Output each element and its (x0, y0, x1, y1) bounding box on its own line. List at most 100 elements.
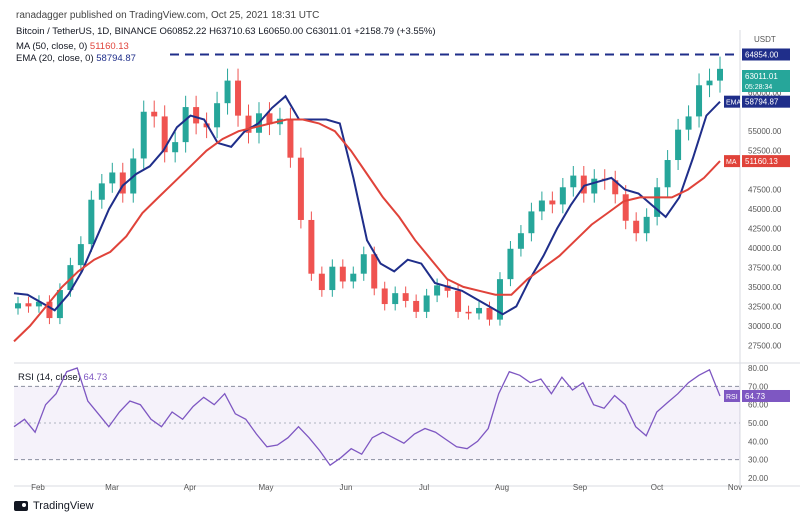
countdown-label: 05:28:34 (745, 84, 772, 91)
candle-body (25, 303, 32, 307)
last-price-label: 63011.01 (745, 72, 778, 81)
candle-body (612, 180, 619, 195)
open-value: O60852.22 (159, 26, 207, 37)
price-tick-label: 40000.00 (748, 244, 782, 253)
candle-body (486, 307, 493, 320)
rsi-tick-label: 30.00 (748, 456, 769, 465)
ohlc-legend: Bitcoin / TetherUS, 1D, BINANCE O60852.2… (16, 26, 436, 37)
rsi-tick-label: 40.00 (748, 437, 769, 446)
ma-line (13, 118, 721, 343)
resistance-price-tag (742, 48, 790, 61)
ma-legend-value: 51160.13 (89, 41, 129, 52)
time-tick-label: Aug (495, 483, 509, 492)
candle-body (654, 187, 661, 217)
rsi-label: RSI (14, close) (18, 372, 81, 383)
candle-body (496, 279, 503, 320)
currency-label: USDT (754, 35, 776, 44)
ema-name-tag (724, 95, 740, 108)
candle-body (214, 103, 221, 128)
candle-body (360, 254, 367, 274)
candle-body (591, 178, 598, 194)
ema-name-label: EMA (726, 100, 742, 107)
candle-body (517, 233, 524, 249)
candle-body (696, 85, 703, 117)
candle-body (297, 157, 304, 220)
candle-body (77, 244, 84, 266)
rsi-tick-label: 80.00 (748, 364, 769, 373)
candle-body (476, 307, 483, 314)
rsi-band (14, 386, 740, 460)
candle-body (329, 266, 336, 291)
price-tick-label: 55000.00 (748, 127, 782, 136)
candle-body (685, 116, 692, 130)
candle-body (182, 107, 189, 143)
symbol-label: Bitcoin / TetherUS, 1D, BINANCE (16, 26, 157, 37)
close-value: C63011.01 (305, 26, 352, 37)
price-tick-label: 37500.00 (748, 263, 782, 272)
rsi-name-label: RSI (726, 394, 738, 401)
candle-body (643, 216, 650, 234)
time-tick-label: Sep (573, 483, 588, 492)
candle-body (717, 68, 723, 81)
footer-brand[interactable]: TradingView (14, 500, 94, 512)
candle-body (444, 285, 451, 291)
time-tick-label: Nov (728, 483, 742, 492)
price-tick-label: 45000.00 (748, 205, 782, 214)
ma-value-tag (742, 155, 790, 168)
candle-body (423, 295, 430, 312)
ema-line (13, 94, 721, 316)
candle-body (392, 293, 399, 305)
candle-body (381, 288, 388, 305)
resistance-price-label: 64854.00 (745, 50, 779, 59)
price-tick-label: 32500.00 (748, 302, 782, 311)
ma-name-label: MA (726, 159, 737, 166)
low-value: L60650.00 (258, 26, 304, 37)
candle-body (235, 80, 242, 116)
rsi-name-tag (724, 389, 740, 402)
candle-body (455, 290, 462, 312)
candle-body (35, 301, 42, 307)
candle-body (549, 200, 556, 205)
candle-body (318, 273, 325, 291)
price-tick-label: 30000.00 (748, 322, 782, 331)
time-tick-label: Feb (31, 483, 45, 492)
candle-body (88, 199, 95, 245)
candle-body (633, 220, 640, 234)
candle-body (706, 80, 713, 86)
candle-body (287, 118, 294, 158)
candle-body (245, 115, 252, 133)
price-tick-label: 60000.00 (748, 88, 782, 97)
rsi-legend: RSI (14, close) 64.73 (18, 372, 107, 383)
rsi-tick-label: 70.00 (748, 382, 769, 391)
candle-body (224, 80, 231, 104)
rsi-tick-label: 60.00 (748, 401, 769, 410)
high-value: H63710.63 (209, 26, 256, 37)
candle-body (402, 293, 409, 301)
rsi-value-tag (742, 389, 790, 402)
candle-body (266, 113, 273, 125)
candle-body (371, 254, 378, 289)
candle-body (151, 111, 158, 117)
time-tick-label: Mar (105, 483, 119, 492)
price-tick-label: 47500.00 (748, 186, 782, 195)
candle-body (664, 160, 671, 188)
time-tick-label: Oct (651, 483, 664, 492)
candle-body (193, 107, 200, 124)
candle-body (538, 200, 545, 212)
candle-body (46, 301, 53, 319)
candle-body (675, 129, 682, 161)
candle-body (350, 273, 357, 282)
ma-value-label: 51160.13 (745, 157, 778, 166)
candle-body (622, 194, 629, 221)
price-tick-label: 35000.00 (748, 283, 782, 292)
candle-body (339, 266, 346, 282)
price-tick-label: 42500.00 (748, 225, 782, 234)
rsi-legend-value: 64.73 (83, 372, 108, 383)
candle-body (528, 211, 535, 234)
last-price-tag (742, 70, 790, 92)
ma-name-tag (724, 155, 740, 168)
candle-body (570, 175, 577, 188)
candle-body (98, 183, 105, 200)
candle-body (140, 111, 147, 159)
